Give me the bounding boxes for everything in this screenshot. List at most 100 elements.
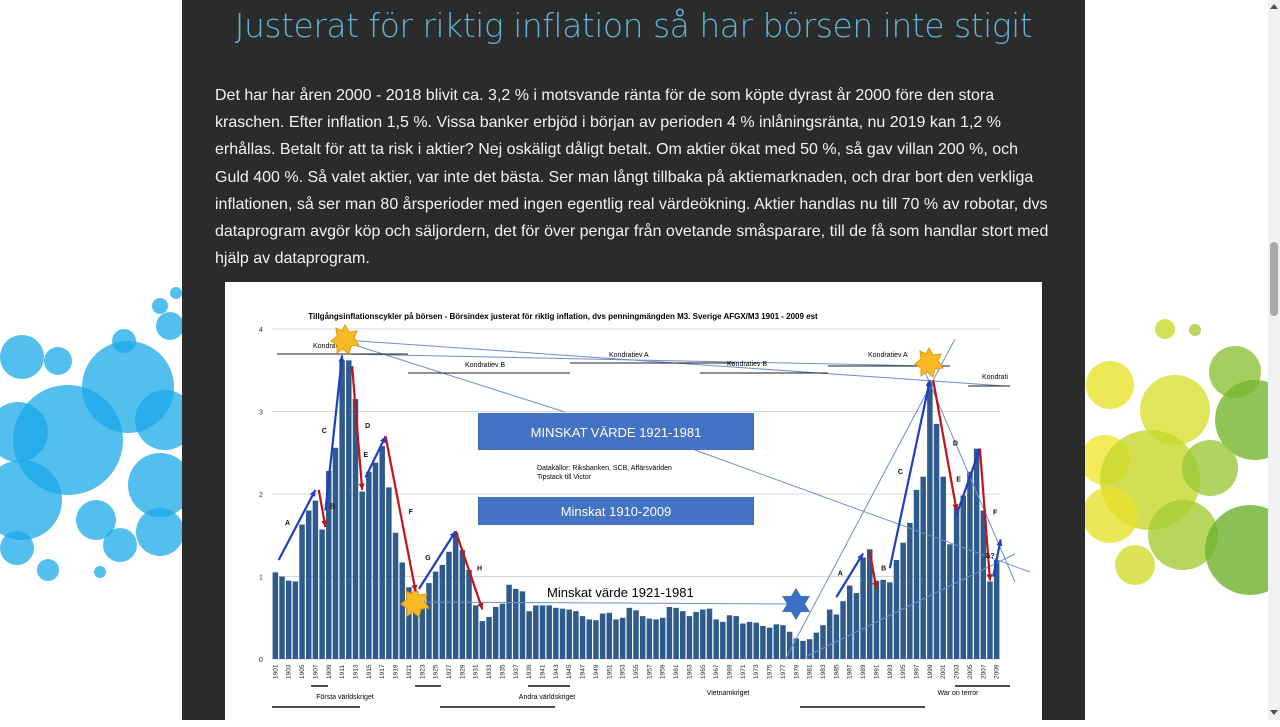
bar <box>593 620 599 659</box>
arrowhead-icon <box>338 355 345 362</box>
bar <box>907 522 913 659</box>
bar <box>305 510 312 659</box>
decorative-bubbles-right <box>1085 319 1268 595</box>
cycle-arrow <box>324 355 344 511</box>
bar <box>860 557 866 659</box>
scrollbar[interactable] <box>1268 0 1280 720</box>
chart-title: Tillgångsinflationscykler på börsen - Bö… <box>308 312 818 321</box>
bar <box>793 638 800 659</box>
bar <box>713 619 719 659</box>
x-tick-label: 1971 <box>740 664 747 679</box>
x-tick-label: 1961 <box>673 664 680 679</box>
x-tick-label: 1931 <box>473 664 480 679</box>
scroll-up-icon[interactable] <box>1270 4 1278 9</box>
cycle-label: D <box>953 440 958 447</box>
article-title: Justerat för riktig inflation så har bör… <box>234 6 1033 45</box>
x-tick-label: 1943 <box>553 664 560 679</box>
bar <box>927 381 933 659</box>
arrowhead-icon <box>411 584 418 592</box>
x-tick-label: 1911 <box>339 665 346 679</box>
bar <box>319 529 325 659</box>
bar <box>873 580 880 659</box>
bar <box>887 582 893 659</box>
bar <box>392 532 399 659</box>
x-tick-label: 1985 <box>833 664 840 679</box>
x-tick-label: 1993 <box>887 664 894 679</box>
cycle-arrow <box>277 489 317 561</box>
bar <box>826 609 833 659</box>
bar <box>613 619 619 659</box>
bar <box>285 580 292 659</box>
cycle-label: F <box>993 510 998 517</box>
bar <box>706 608 713 659</box>
x-tick-label: 1969 <box>727 664 734 679</box>
x-tick-label: 1977 <box>780 664 787 679</box>
bar <box>867 549 873 659</box>
war-label: War on terror <box>938 690 980 697</box>
bar <box>766 627 773 659</box>
box-minskat-1910-2009-label: Minskat 1910-2009 <box>561 504 672 519</box>
bar <box>940 476 946 659</box>
bar <box>806 639 813 659</box>
bar <box>579 616 586 659</box>
kondratiev-label: Kondratiev <box>313 343 347 350</box>
x-tick-label: 1947 <box>580 664 587 679</box>
y-tick-label: 3 <box>259 410 263 417</box>
x-tick-label: 1913 <box>352 664 359 679</box>
bar <box>499 603 506 659</box>
bar <box>419 594 426 659</box>
war-label: Vietnamkriget <box>707 690 750 697</box>
x-tick-label: 1959 <box>660 664 667 679</box>
bar <box>606 612 613 659</box>
bar <box>780 625 786 659</box>
cycle-arrow <box>454 530 484 610</box>
x-tick-label: 1967 <box>713 664 720 679</box>
x-tick-label: 1935 <box>499 664 506 679</box>
bar <box>426 583 432 659</box>
x-tick-label: 1975 <box>767 664 774 679</box>
bar <box>586 619 592 659</box>
x-tick-label: 1999 <box>927 664 934 679</box>
bar <box>386 487 392 659</box>
bar <box>987 581 993 659</box>
y-tick-label: 4 <box>259 327 263 334</box>
bar <box>900 542 906 659</box>
bar <box>993 560 1000 659</box>
bar <box>973 448 980 659</box>
bar <box>726 615 733 659</box>
bar <box>439 564 446 659</box>
bar <box>312 500 319 659</box>
x-tick-label: 1909 <box>326 664 333 679</box>
cycle-label: B <box>881 565 886 572</box>
bar <box>720 621 726 659</box>
cycle-label: C <box>898 469 903 476</box>
war-label: Andra världskriget <box>519 694 575 701</box>
bar <box>753 622 759 659</box>
sources-line-1: Datakällor: Riksbanken, SCB, Affärsvärld… <box>537 465 672 472</box>
arrowhead-icon <box>358 483 365 490</box>
bar <box>279 576 285 659</box>
x-tick-label: 1963 <box>686 664 693 679</box>
x-tick-label: 1987 <box>847 664 854 679</box>
scrollbar-thumb[interactable] <box>1270 242 1278 316</box>
x-tick-label: 1945 <box>566 664 573 679</box>
bar <box>466 569 472 659</box>
bar <box>840 601 846 659</box>
arrowhead-icon <box>380 436 386 444</box>
kondratiev-arrows <box>277 353 1010 387</box>
bar <box>546 605 552 659</box>
bar <box>846 585 853 659</box>
bar <box>639 616 646 659</box>
bar <box>893 560 900 659</box>
cycle-label: G? <box>985 553 995 560</box>
cycle-label: B <box>330 503 335 510</box>
bar <box>452 532 459 659</box>
bar <box>746 621 753 659</box>
bar <box>472 605 479 659</box>
star-icon <box>400 586 430 618</box>
x-tick-label: 1997 <box>914 664 921 679</box>
scroll-down-icon[interactable] <box>1270 710 1278 715</box>
bar <box>673 607 679 659</box>
x-tick-label: 1965 <box>700 664 707 679</box>
bar <box>366 471 372 659</box>
